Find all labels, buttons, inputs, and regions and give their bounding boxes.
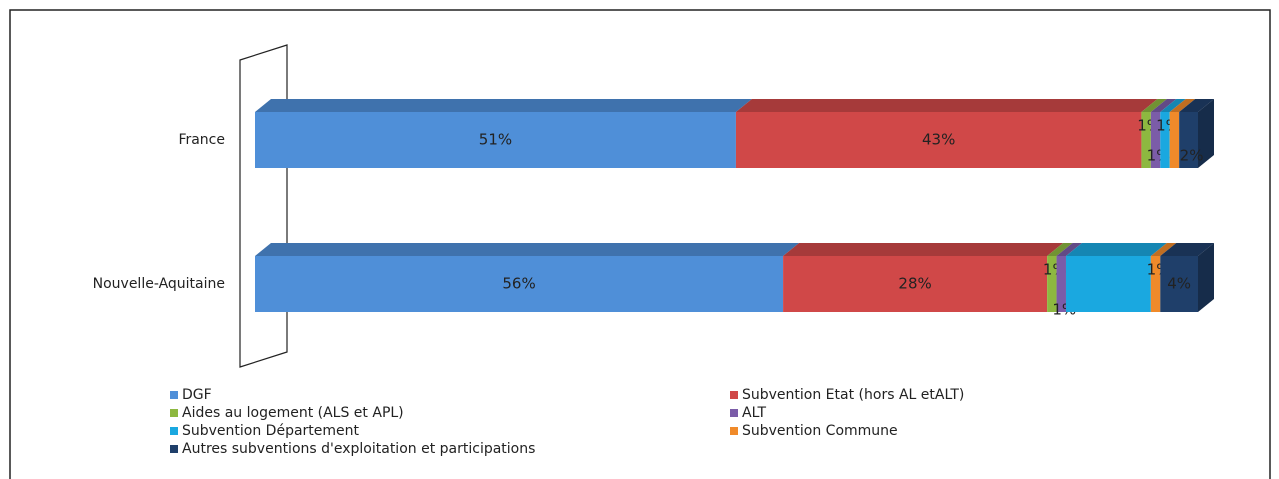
bar-end <box>1198 99 1214 168</box>
legend-label: Subvention Département <box>182 423 360 439</box>
data-label: 28% <box>898 275 931 293</box>
bar-top <box>255 99 752 112</box>
bar <box>1160 112 1170 168</box>
bar <box>255 112 736 168</box>
bar-top <box>1169 99 1196 112</box>
data-label: 43% <box>922 131 955 149</box>
data-label: 51% <box>479 131 512 149</box>
bar <box>735 112 1142 168</box>
bar <box>1056 256 1066 312</box>
bar-top <box>1065 243 1167 256</box>
legend-label: ALT <box>742 405 766 421</box>
bar-top <box>1179 99 1214 112</box>
legend-label: Aides au logement (ALS et APL) <box>182 405 404 421</box>
legend-swatch <box>170 391 178 399</box>
y-tick-label: Nouvelle-Aquitaine <box>93 276 225 292</box>
bar-top <box>783 243 1064 256</box>
bar <box>1169 112 1180 168</box>
bar-top <box>1150 99 1177 112</box>
bar <box>1047 256 1057 312</box>
bar <box>1150 112 1161 168</box>
bar-top <box>735 99 1158 112</box>
legend-label: Subvention Etat (hors AL etALT) <box>742 387 964 403</box>
y-tick-label: France <box>178 132 225 148</box>
bar <box>1065 256 1151 312</box>
legend-swatch <box>170 445 178 453</box>
legend-swatch <box>730 409 738 417</box>
bar-top <box>1141 99 1167 112</box>
bar-top <box>1160 99 1186 112</box>
bar <box>1150 256 1161 312</box>
data-label: 2% <box>1180 147 1204 165</box>
bar-top <box>1150 243 1177 256</box>
legend-label: DGF <box>182 387 212 403</box>
legend-swatch <box>170 427 178 435</box>
bar-top <box>1056 243 1082 256</box>
legend-label: Subvention Commune <box>742 423 898 439</box>
bar <box>783 256 1048 312</box>
bar-top <box>1160 243 1214 256</box>
frame <box>9 9 1271 479</box>
bar <box>1160 256 1198 312</box>
bar-end <box>1198 243 1214 312</box>
legend-swatch <box>730 427 738 435</box>
bar-top <box>255 243 800 256</box>
bar-top <box>1047 243 1073 256</box>
legend-label: Autres subventions d'exploitation et par… <box>182 441 535 457</box>
bar <box>1141 112 1151 168</box>
legend-swatch <box>170 409 178 417</box>
data-label: 56% <box>502 275 535 293</box>
data-label: 4% <box>1167 275 1191 293</box>
legend-swatch <box>730 391 738 399</box>
bar <box>255 256 784 312</box>
axis-wall <box>239 44 288 368</box>
bar <box>1179 112 1198 168</box>
